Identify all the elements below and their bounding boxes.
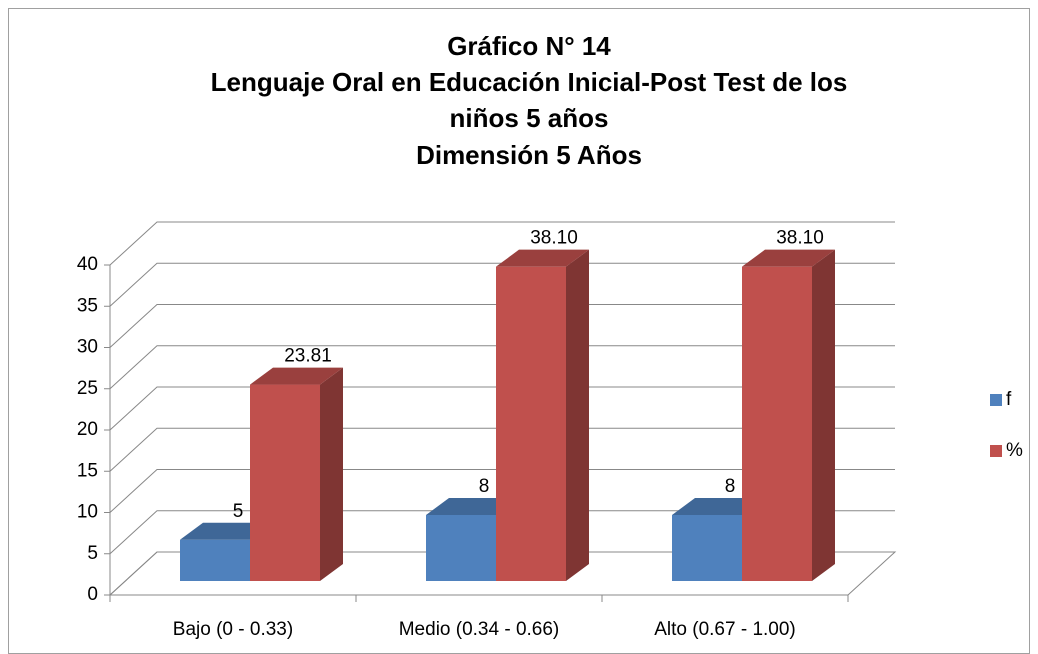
y-tick-label: 0: [87, 584, 98, 605]
bar-top: [180, 522, 273, 540]
y-tick-label: 5: [87, 543, 98, 564]
y-tick-label: 15: [77, 460, 98, 481]
bar: [672, 515, 742, 581]
chart-title: Dimensión 5 Años: [416, 140, 642, 170]
grid-line: [109, 469, 895, 513]
bar: [426, 515, 496, 581]
bar-top: [672, 498, 765, 515]
data-label: 8: [479, 476, 490, 497]
bar-top: [250, 367, 343, 385]
grid-line: [109, 262, 895, 307]
grid-line: [109, 345, 895, 390]
chart-title: Lenguaje Oral en Educación Inicial-Post …: [211, 67, 848, 97]
bar: [742, 266, 812, 581]
legend-swatch: [990, 394, 1002, 406]
chart-title: Gráfico N° 14: [447, 31, 611, 61]
bar: [180, 539, 250, 581]
legend-label: %: [1006, 440, 1023, 461]
grid-line: [109, 221, 895, 266]
bar-top: [742, 249, 835, 267]
legend-swatch: [990, 445, 1002, 457]
y-tick-label: 35: [77, 295, 98, 316]
bar-side: [812, 249, 835, 582]
bar: [250, 384, 320, 581]
grid-line: [109, 386, 895, 431]
grid-line: [109, 427, 895, 472]
x-tick-label: Bajo (0 - 0.33): [173, 619, 293, 640]
data-label: 38.10: [530, 228, 578, 249]
y-tick-label: 20: [77, 419, 98, 440]
y-tick-label: 30: [77, 337, 98, 358]
bar-side: [566, 249, 589, 582]
legend-label: f: [1006, 389, 1012, 410]
data-label: 38.10: [776, 228, 824, 249]
x-tick-label: Alto (0.67 - 1.00): [654, 619, 796, 640]
bar-top: [496, 249, 589, 267]
chart-title: niños 5 años: [450, 103, 609, 133]
bar-side: [320, 367, 343, 581]
grid-line: [109, 510, 895, 555]
data-label: 5: [233, 501, 244, 522]
y-tick-label: 25: [77, 378, 98, 399]
bar: [496, 266, 566, 581]
data-label: 8: [725, 476, 736, 497]
data-label: 23.81: [284, 346, 332, 367]
x-tick-label: Medio (0.34 - 0.66): [399, 619, 560, 640]
grid-line: [109, 551, 895, 596]
y-tick-label: 10: [77, 502, 98, 523]
y-tick-label: 40: [77, 254, 98, 275]
grid-line: [109, 304, 895, 348]
bar-top: [426, 498, 519, 515]
